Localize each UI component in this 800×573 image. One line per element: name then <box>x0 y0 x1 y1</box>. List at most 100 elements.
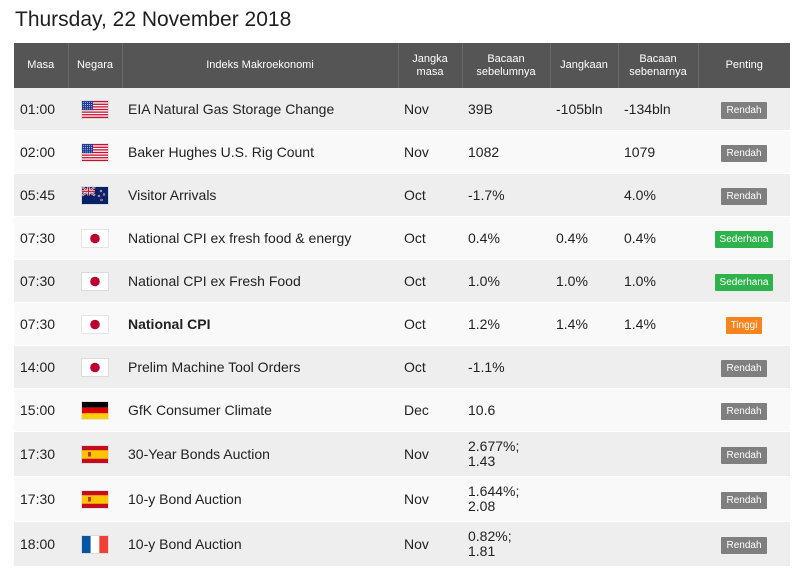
event-period: Nov <box>398 476 462 522</box>
previous-value: -1.1% <box>468 358 505 375</box>
table-row: 07:30 National CPI ex fresh food & energy… <box>14 216 790 260</box>
actual-value: 1.4% <box>618 302 698 346</box>
actual-value: 0.4% <box>618 216 698 260</box>
event-name[interactable]: GfK Consumer Climate <box>122 388 398 432</box>
event-name[interactable]: National CPI ex fresh food & energy <box>122 216 398 260</box>
actual-value: -134bln <box>618 88 698 131</box>
event-time: 07:30 <box>14 216 68 260</box>
header-period-line1: Jangka <box>412 52 448 65</box>
forecast-value <box>550 345 618 389</box>
importance-badge: Tinggi <box>725 316 763 334</box>
previous-value: 1.2% <box>468 315 500 332</box>
previous-value: 1082 <box>468 143 500 160</box>
previous-value: 39B <box>468 100 493 117</box>
previous-cell: 1.644%; 2.08 <box>462 476 550 522</box>
event-name[interactable]: 10-y Bond Auction <box>122 521 398 567</box>
importance-badge: Rendah <box>721 402 767 420</box>
table-row: 14:00 Prelim Machine Tool Orders Oct -1.1% R… <box>14 345 790 389</box>
previous-value: -1.7% <box>468 186 505 203</box>
country-flag <box>68 216 122 260</box>
importance-cell: Rendah <box>698 388 790 432</box>
us-flag-icon <box>82 100 108 118</box>
country-flag <box>68 88 122 131</box>
country-flag <box>68 431 122 477</box>
actual-value: 1.0% <box>618 259 698 303</box>
actual-value <box>618 431 698 477</box>
table-row: 18:00 10-y Bond Auction Nov 0.82%; 1.81 Rend… <box>14 521 790 567</box>
event-name[interactable]: EIA Natural Gas Storage Change <box>122 88 398 131</box>
header-event: Indeks Makroekonomi <box>121 43 398 88</box>
previous-cell: 1.2% <box>462 302 550 346</box>
event-period: Nov <box>398 431 462 477</box>
event-period: Nov <box>398 521 462 567</box>
header-previous-line2: sebelumnya <box>476 65 536 78</box>
event-name[interactable]: 30-Year Bonds Auction <box>122 431 398 477</box>
event-period: Oct <box>398 259 462 303</box>
us-flag-icon <box>82 143 108 161</box>
event-period: Nov <box>398 130 462 174</box>
previous-value: 1.644%; 2.08 <box>468 483 520 514</box>
header-previous: Bacaan sebelumnya <box>461 43 550 88</box>
importance-cell: Rendah <box>698 345 790 389</box>
previous-value: 0.82%; 1.81 <box>468 528 512 559</box>
page-title: Thursday, 22 November 2018 <box>15 8 292 31</box>
table-row: 05:45 Visitor Arrivals Oct -1.7% 4.0% Rendah <box>14 173 790 217</box>
event-period: Oct <box>398 302 462 346</box>
forecast-value: 1.4% <box>550 302 618 346</box>
importance-cell: Sederhana <box>698 216 790 260</box>
country-flag <box>68 476 122 522</box>
event-name[interactable]: National CPI <box>122 302 398 346</box>
importance-badge: Rendah <box>721 446 767 464</box>
importance-badge: Sederhana <box>714 230 774 248</box>
forecast-value: -105bln <box>550 88 618 131</box>
forecast-value <box>550 521 618 567</box>
previous-cell: 1.0% <box>462 259 550 303</box>
nz-flag-icon <box>82 186 108 204</box>
country-flag <box>68 388 122 432</box>
importance-badge: Sederhana <box>714 273 774 291</box>
actual-value: 1079 <box>618 130 698 174</box>
header-importance: Penting <box>697 43 790 88</box>
event-name[interactable]: 10-y Bond Auction <box>122 476 398 522</box>
event-time: 14:00 <box>14 345 68 389</box>
event-name[interactable]: Visitor Arrivals <box>122 173 398 217</box>
importance-cell: Tinggi <box>698 302 790 346</box>
es-flag-icon <box>82 490 108 508</box>
table-row: 17:30 10-y Bond Auction Nov 1.644%; 2.08 Ren… <box>14 476 790 522</box>
country-flag <box>68 521 122 567</box>
country-flag <box>68 302 122 346</box>
fr-flag-icon <box>82 535 108 553</box>
country-flag <box>68 259 122 303</box>
previous-cell: 1082 <box>462 130 550 174</box>
table-header-row: Masa Negara Indeks Makroekonomi Jangka ma… <box>14 43 790 88</box>
event-time: 17:30 <box>14 476 68 522</box>
forecast-value <box>550 130 618 174</box>
table-row: 07:30 National CPI Oct 1.2% 1.4% 1.4% Tinggi <box>14 302 790 346</box>
previous-value: 0.4% <box>468 229 500 246</box>
event-period: Dec <box>398 388 462 432</box>
header-period-line2: masa <box>416 65 444 78</box>
jp-flag-icon <box>82 315 108 333</box>
de-flag-icon <box>82 401 108 419</box>
event-name[interactable]: National CPI ex Fresh Food <box>122 259 398 303</box>
event-time: 05:45 <box>14 173 68 217</box>
previous-cell: -1.1% <box>462 345 550 389</box>
previous-cell: 39B <box>462 88 550 131</box>
header-previous-line1: Bacaan <box>487 52 525 65</box>
event-name[interactable]: Baker Hughes U.S. Rig Count <box>122 130 398 174</box>
event-period: Oct <box>398 173 462 217</box>
header-period: Jangka masa <box>397 43 462 88</box>
previous-cell: 0.4% <box>462 216 550 260</box>
event-time: 07:30 <box>14 259 68 303</box>
event-time: 02:00 <box>14 130 68 174</box>
previous-value: 10.6 <box>468 401 496 418</box>
importance-cell: Rendah <box>698 431 790 477</box>
actual-value: 4.0% <box>618 173 698 217</box>
jp-flag-icon <box>82 358 108 376</box>
importance-cell: Rendah <box>698 130 790 174</box>
event-name[interactable]: Prelim Machine Tool Orders <box>122 345 398 389</box>
actual-value <box>618 521 698 567</box>
country-flag <box>68 173 122 217</box>
previous-cell: -1.7% <box>462 173 550 217</box>
event-time: 01:00 <box>14 88 68 131</box>
